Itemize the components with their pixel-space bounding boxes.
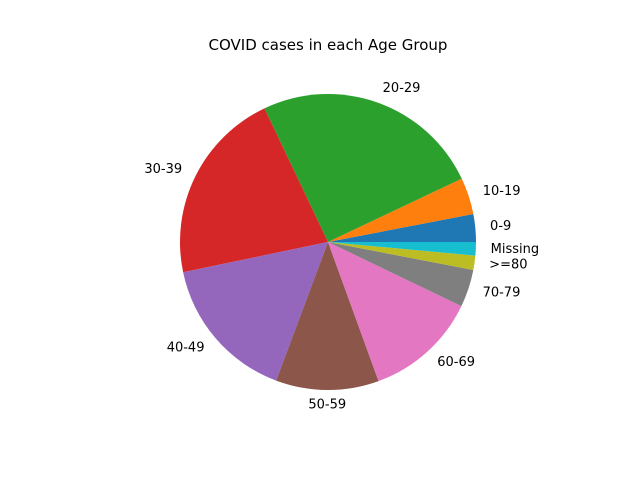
pie-label-7: 70-79 — [483, 286, 521, 301]
pie-slice-9 — [328, 242, 476, 256]
pie-labels: 0-9 10-19 20-29 30-39 40-49 50-59 60-69 70-79 >=… — [144, 81, 539, 412]
pie-label-3: 30-39 — [144, 162, 182, 177]
pie-slices — [179, 93, 477, 391]
pie-label-9: Missing — [491, 242, 539, 257]
pie-slice-6 — [328, 242, 462, 382]
pie-label-2: 20-29 — [383, 81, 421, 96]
pie-slice-2 — [264, 93, 462, 242]
pie-slice-4 — [183, 242, 328, 381]
pie-label-4: 40-49 — [167, 341, 205, 356]
pie-label-5: 50-59 — [308, 397, 346, 412]
pie-label-1: 10-19 — [483, 184, 521, 199]
pie-label-8: >=80 — [489, 257, 527, 272]
chart-title: COVID cases in each Age Group — [209, 36, 448, 54]
pie-slice-8 — [328, 242, 476, 271]
pie-slice-1 — [328, 178, 474, 242]
pie-label-0: 0-9 — [490, 219, 511, 234]
pie-slice-5 — [276, 242, 379, 391]
pie-slice-3 — [179, 108, 328, 273]
pie-label-6: 60-69 — [437, 355, 475, 370]
pie-slice-0 — [328, 213, 477, 242]
pie-slice-7 — [328, 242, 474, 307]
